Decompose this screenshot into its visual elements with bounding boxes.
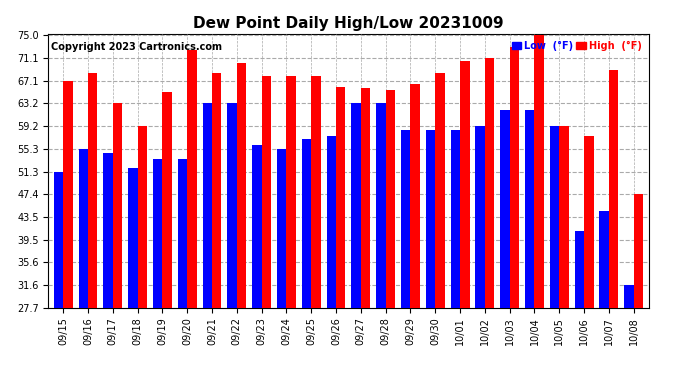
Bar bbox=[137, 126, 147, 308]
Bar bbox=[550, 126, 560, 308]
Bar bbox=[262, 76, 271, 307]
Bar bbox=[203, 104, 212, 308]
Bar bbox=[584, 136, 593, 308]
Bar bbox=[624, 285, 633, 308]
Bar bbox=[386, 90, 395, 308]
Bar bbox=[361, 88, 371, 308]
Bar bbox=[54, 172, 63, 308]
Bar bbox=[162, 92, 172, 308]
Bar bbox=[485, 58, 494, 308]
Bar bbox=[286, 76, 296, 307]
Bar bbox=[600, 211, 609, 308]
Bar bbox=[609, 70, 618, 308]
Bar bbox=[187, 50, 197, 308]
Bar bbox=[237, 63, 246, 308]
Bar bbox=[336, 87, 346, 308]
Bar bbox=[88, 73, 97, 308]
Bar bbox=[228, 104, 237, 308]
Bar bbox=[500, 110, 510, 308]
Bar bbox=[451, 130, 460, 308]
Bar bbox=[326, 136, 336, 308]
Bar bbox=[633, 194, 643, 308]
Bar bbox=[401, 130, 411, 308]
Text: Copyright 2023 Cartronics.com: Copyright 2023 Cartronics.com bbox=[51, 42, 222, 52]
Bar bbox=[253, 145, 262, 308]
Bar bbox=[311, 76, 321, 307]
Bar bbox=[525, 110, 535, 308]
Bar bbox=[575, 231, 584, 308]
Bar bbox=[79, 149, 88, 308]
Bar bbox=[153, 159, 162, 308]
Legend: Low  (°F), High  (°F): Low (°F), High (°F) bbox=[510, 39, 644, 53]
Bar bbox=[535, 36, 544, 308]
Bar bbox=[128, 168, 137, 308]
Bar bbox=[178, 159, 187, 308]
Bar bbox=[212, 73, 221, 308]
Bar bbox=[376, 104, 386, 308]
Bar bbox=[560, 126, 569, 308]
Bar bbox=[510, 47, 519, 308]
Bar bbox=[112, 104, 122, 308]
Bar bbox=[351, 104, 361, 308]
Bar bbox=[475, 126, 485, 308]
Bar bbox=[104, 153, 112, 308]
Bar bbox=[277, 149, 286, 308]
Bar bbox=[302, 139, 311, 308]
Bar bbox=[411, 84, 420, 308]
Bar bbox=[435, 73, 444, 308]
Bar bbox=[63, 81, 72, 308]
Bar bbox=[426, 130, 435, 308]
Title: Dew Point Daily High/Low 20231009: Dew Point Daily High/Low 20231009 bbox=[193, 16, 504, 31]
Bar bbox=[460, 62, 469, 308]
